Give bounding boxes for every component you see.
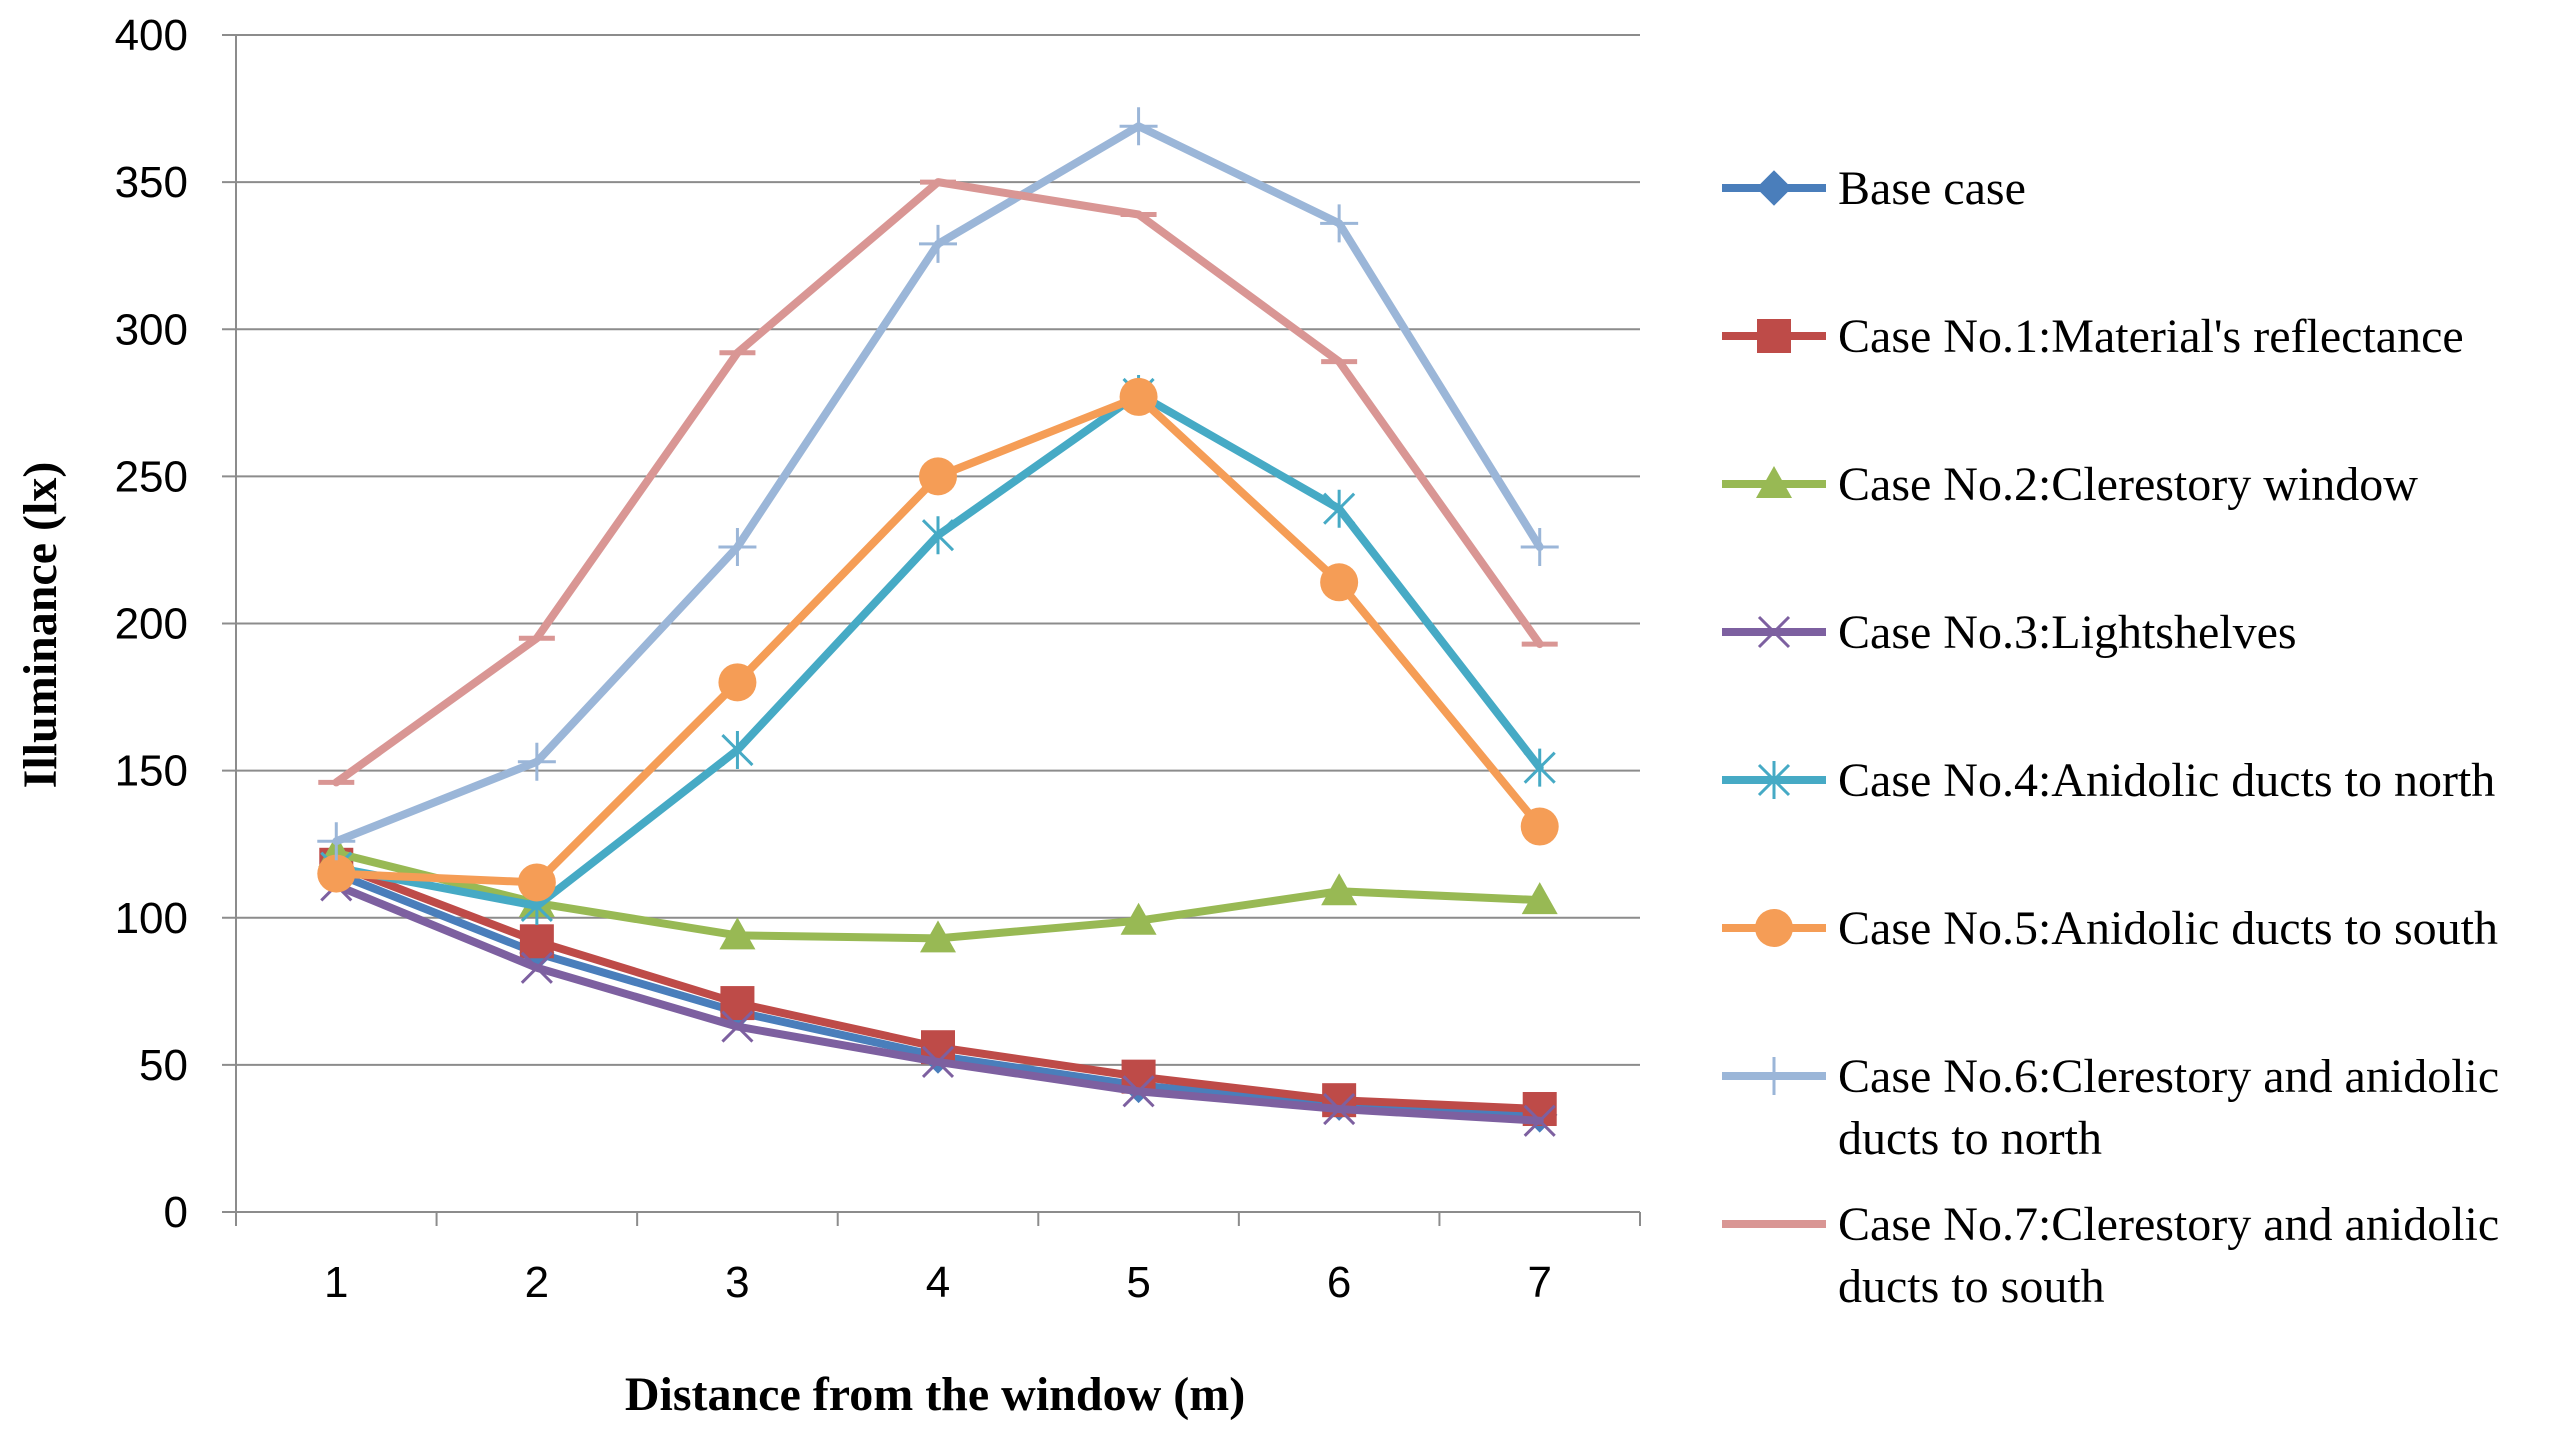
- legend-item: Case No.6:Clerestory and anidolic ducts t…: [1722, 1050, 2499, 1165]
- x-tick-label: 2: [525, 1258, 549, 1307]
- data-point: [919, 224, 957, 263]
- x-axis-title: Distance from the window (m): [625, 1368, 1245, 1421]
- y-tick-label: 150: [115, 747, 188, 796]
- data-point: [718, 663, 757, 702]
- data-point: [919, 457, 957, 496]
- legend-label: ducts to south: [1838, 1260, 2105, 1313]
- legend-item: Case No.5:Anidolic ducts to south: [1722, 902, 2498, 955]
- series-2: [318, 835, 1558, 953]
- data-point: [721, 1010, 754, 1043]
- series-line: [332, 869, 1544, 1119]
- legend-swatch-marker: [1757, 761, 1791, 799]
- y-tick-label: 300: [115, 305, 188, 354]
- data-point: [1323, 1092, 1356, 1126]
- data-point: [921, 1045, 955, 1078]
- x-tick-label: 3: [725, 1258, 749, 1307]
- legend-label: Case No.4:Anidolic ducts to north: [1838, 754, 2495, 807]
- x-tick-label: 5: [1126, 1258, 1150, 1307]
- legend-item: Case No.3:Lightshelves: [1722, 606, 2297, 659]
- legend-label: Case No.5:Anidolic ducts to south: [1838, 902, 2498, 955]
- data-point: [1323, 489, 1356, 528]
- legend-label: Case No.3:Lightshelves: [1838, 606, 2297, 659]
- data-point: [1520, 527, 1559, 566]
- data-point: [317, 854, 356, 893]
- data-point: [1321, 873, 1358, 906]
- legend-label: Case No.2:Clerestory window: [1838, 458, 2418, 511]
- y-tick-label: 200: [115, 600, 188, 649]
- x-tick-label: 7: [1527, 1258, 1551, 1307]
- data-point: [1520, 807, 1559, 846]
- legend-swatch-marker: [1756, 170, 1792, 206]
- legend-item: Case No.2:Clerestory window: [1722, 458, 2418, 511]
- data-point: [719, 917, 756, 950]
- y-tick-label: 100: [115, 894, 188, 943]
- y-tick-label: 400: [115, 11, 188, 60]
- data-point: [1521, 882, 1558, 915]
- data-point: [921, 516, 955, 555]
- y-tick-label: 0: [164, 1188, 188, 1237]
- data-point: [1523, 1104, 1556, 1137]
- legend-label: Base case: [1838, 162, 2026, 215]
- data-point: [1523, 748, 1556, 787]
- series-6: [317, 107, 1559, 861]
- series-5: [317, 377, 1559, 902]
- legend-label: Case No.6:Clerestory and anidolic: [1838, 1050, 2499, 1103]
- legend-swatch-marker: [1756, 466, 1792, 498]
- data-point: [519, 924, 554, 959]
- legend-swatch-marker: [1757, 615, 1791, 649]
- data-point: [1320, 563, 1359, 602]
- data-point: [1122, 1075, 1155, 1108]
- series-7: [318, 178, 1558, 787]
- legend-label: ducts to north: [1838, 1112, 2102, 1165]
- data-point: [721, 731, 754, 770]
- y-tick-label: 50: [139, 1041, 188, 1090]
- legend-swatch-marker: [1757, 319, 1791, 353]
- data-point: [317, 822, 356, 861]
- legend-item: Case No.4:Anidolic ducts to north: [1722, 754, 2495, 807]
- y-axis-title: Illuminance (lx): [14, 462, 67, 789]
- legend-label: Case No.1:Material's reflectance: [1838, 310, 2464, 363]
- x-tick-label: 6: [1327, 1258, 1351, 1307]
- data-point: [1120, 902, 1157, 935]
- legend: Base case Case No.1:Material's reflectanc…: [1722, 162, 2499, 1313]
- data-point: [1119, 107, 1158, 146]
- axes: 0 50 100 150 200 250 300 350 400 1 2 3 4 5 6 7: [115, 11, 1641, 1307]
- data-point: [517, 863, 556, 902]
- data-point: [1320, 204, 1359, 243]
- legend-swatch-marker: [1755, 1057, 1793, 1095]
- x-tick-label: 1: [324, 1258, 348, 1307]
- data-series: [317, 107, 1559, 1137]
- series-1: [319, 847, 1557, 1127]
- legend-item: Case No.1:Material's reflectance: [1722, 310, 2464, 363]
- legend-swatch-marker: [1755, 909, 1793, 947]
- data-point: [920, 920, 956, 953]
- x-tick-label: 4: [926, 1258, 950, 1307]
- y-tick-label: 250: [115, 452, 188, 501]
- legend-label: Case No.7:Clerestory and anidolic: [1838, 1198, 2499, 1251]
- data-point: [718, 527, 757, 566]
- y-tick-label: 350: [115, 158, 188, 207]
- data-point: [1119, 377, 1158, 416]
- data-point: [520, 951, 553, 984]
- legend-item: Case No.7:Clerestory and anidolic ducts t…: [1722, 1198, 2499, 1313]
- series-3: [320, 869, 1556, 1137]
- data-point: [517, 742, 556, 781]
- legend-item: Base case: [1722, 162, 2026, 215]
